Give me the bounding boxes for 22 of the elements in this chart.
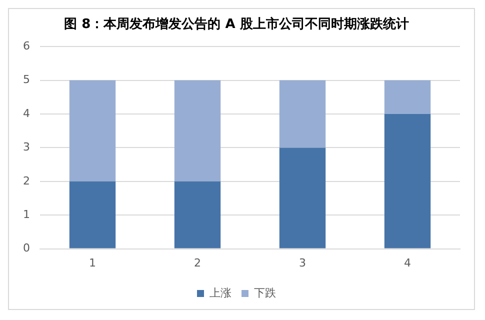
y-tick-label: 0 xyxy=(23,242,30,255)
x-tick-label: 4 xyxy=(404,256,411,270)
legend-label: 上涨 xyxy=(210,286,232,300)
x-tick-label: 1 xyxy=(89,256,96,270)
y-tick-label: 1 xyxy=(23,208,30,221)
chart-title: 图 8：本周发布增发公告的 A 股上市公司不同时期涨跌统计 xyxy=(64,16,409,32)
bar xyxy=(279,80,326,148)
bar xyxy=(69,181,116,248)
x-tick-label: 2 xyxy=(194,256,201,270)
y-tick-label: 2 xyxy=(23,174,30,188)
y-tick-label: 3 xyxy=(23,140,30,154)
bar xyxy=(174,80,221,182)
bar xyxy=(384,114,431,248)
bar xyxy=(174,181,221,248)
legend-label: 下跌 xyxy=(254,286,276,300)
bar xyxy=(69,80,116,182)
x-tick-label: 3 xyxy=(299,256,306,270)
y-tick-label: 5 xyxy=(23,73,30,86)
bar xyxy=(384,80,431,114)
y-tick-label: 4 xyxy=(23,106,30,120)
y-tick-label: 6 xyxy=(23,39,30,52)
bar xyxy=(279,148,326,248)
